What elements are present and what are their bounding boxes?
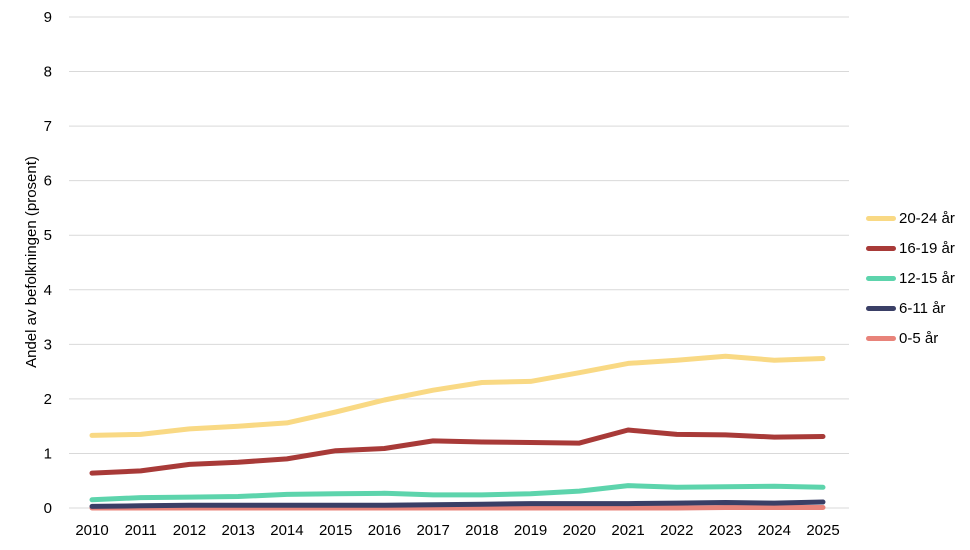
- legend-label: 6-11 år: [899, 299, 946, 317]
- series-line-12-15-r: [89, 483, 826, 503]
- x-tick-label: 2022: [660, 522, 693, 539]
- legend-item: 16-19 år: [866, 233, 970, 263]
- legend-label: 0-5 år: [899, 329, 939, 347]
- legend-swatch: [866, 305, 896, 311]
- legend-label: 16-19 år: [899, 239, 955, 257]
- x-tick-label: 2016: [368, 522, 401, 539]
- x-tick-label: 2021: [611, 522, 644, 539]
- x-tick-label: 2024: [758, 522, 791, 539]
- y-tick-label: 0: [44, 500, 52, 517]
- legend-swatch: [866, 275, 896, 281]
- legend-label: 12-15 år: [899, 269, 955, 287]
- legend-item: 0-5 år: [866, 323, 970, 353]
- series-line-0-5-r: [89, 505, 826, 511]
- x-tick-label: 2015: [319, 522, 352, 539]
- legend-item: 20-24 år: [866, 203, 970, 233]
- y-tick-label: 9: [44, 9, 52, 26]
- x-tick-label: 2014: [270, 522, 303, 539]
- series-line-20-24-r: [89, 353, 826, 438]
- x-tick-label: 2010: [75, 522, 108, 539]
- y-axis-label: Andel av befolkningen (prosent): [23, 156, 40, 368]
- series-line-16-19-r: [89, 427, 826, 476]
- legend-label: 20-24 år: [899, 209, 955, 227]
- x-tick-label: 2025: [806, 522, 839, 539]
- y-tick-label: 8: [44, 64, 52, 81]
- x-tick-label: 2013: [222, 522, 255, 539]
- legend-item: 6-11 år: [866, 293, 970, 323]
- y-tick-label: 4: [44, 282, 52, 299]
- legend-swatch: [866, 335, 896, 341]
- legend-swatch: [866, 245, 896, 251]
- x-tick-label: 2011: [125, 522, 157, 539]
- series-lines: [89, 353, 826, 511]
- x-tick-label: 2019: [514, 522, 547, 539]
- legend-swatch: [866, 215, 896, 221]
- y-tick-label: 3: [44, 336, 52, 353]
- x-tick-label: 2020: [563, 522, 596, 539]
- x-tick-label: 2018: [465, 522, 498, 539]
- x-tick-label: 2012: [173, 522, 206, 539]
- y-tick-label: 1: [44, 445, 52, 462]
- y-axis-ticks: 0 1 2 3 4 5 6 7 8 9: [44, 9, 52, 517]
- y-tick-label: 5: [44, 227, 52, 244]
- x-tick-label: 2017: [416, 522, 449, 539]
- gridlines: [69, 16, 849, 509]
- x-axis-ticks: 2010 2011 2012 2013 2014 2015 2016 2017 2018 2019…: [75, 522, 839, 539]
- y-tick-label: 2: [44, 391, 52, 408]
- series-line-6-11-r: [89, 499, 826, 509]
- legend: 20-24 år 16-19 år 12-15 år 6-11 år 0-5 år: [866, 203, 970, 353]
- y-tick-label: 7: [44, 118, 52, 135]
- x-tick-label: 2023: [709, 522, 742, 539]
- legend-item: 12-15 år: [866, 263, 970, 293]
- y-tick-label: 6: [44, 173, 52, 190]
